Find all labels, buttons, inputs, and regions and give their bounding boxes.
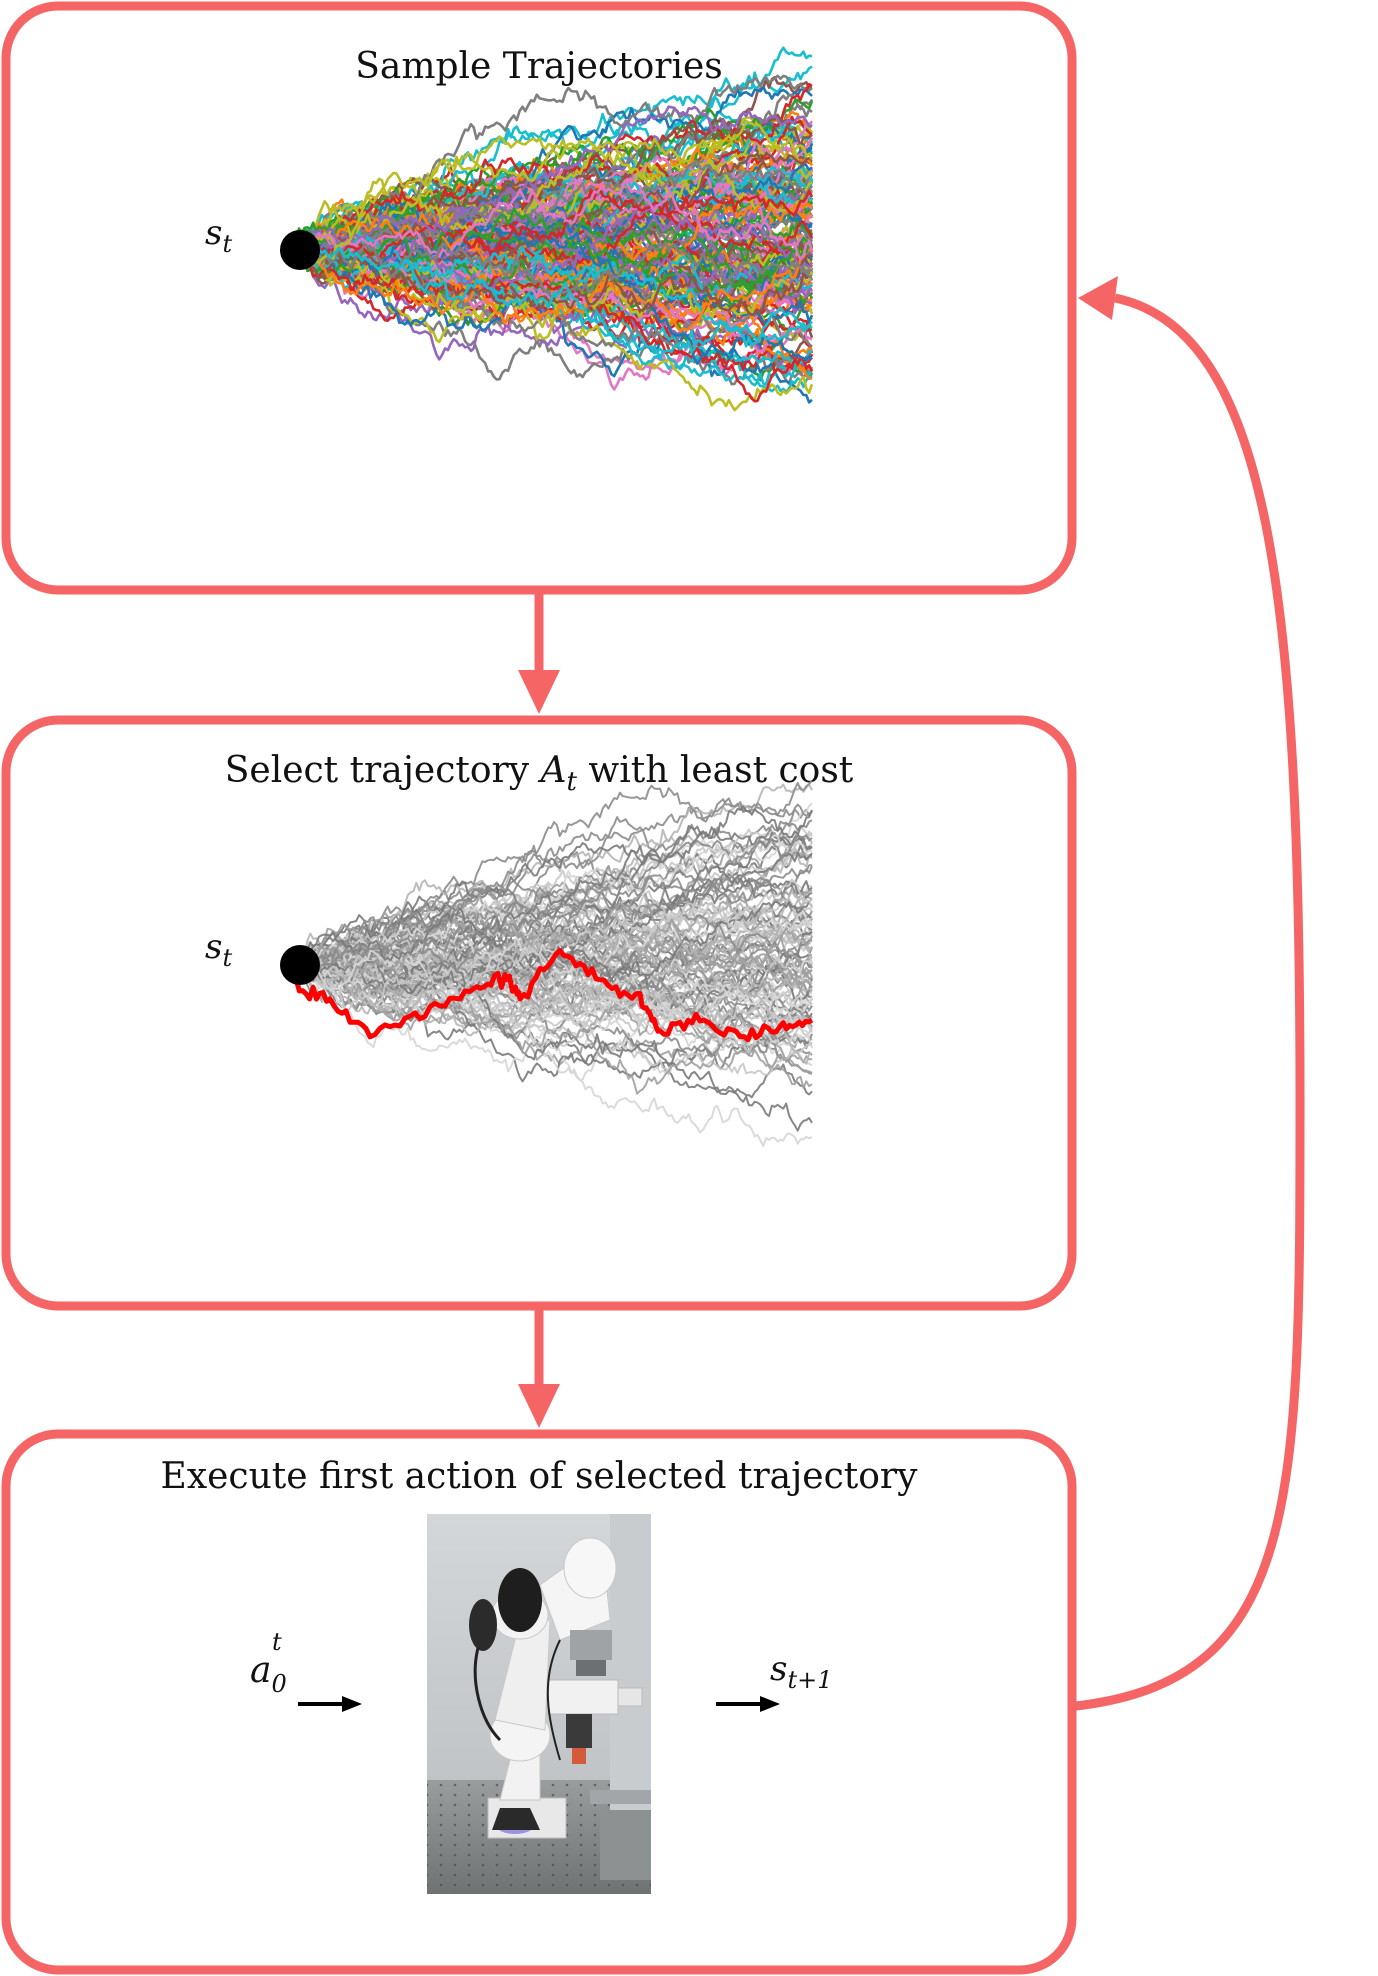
candidate-trajectory [295,834,813,972]
candidate-trajectory [295,866,813,974]
arrowhead-sample-to-select [518,670,560,714]
panel-title-sample: Sample Trajectories [355,46,723,87]
candidate-trajectory [295,881,813,991]
sampled-trajectory [294,119,814,265]
candidate-trajectory [295,957,813,1036]
action-label-sup: t [272,1628,282,1656]
candidate-trajectory [296,958,813,1026]
start-state-node-2 [280,945,320,985]
action-input-arrowhead [342,1696,362,1712]
sampled-trajectory [295,105,812,253]
sampled-trajectory [294,246,813,366]
candidate-trajectory [295,932,813,989]
sampled-trajectories [294,46,814,412]
sampled-trajectory [295,187,814,262]
sampled-trajectory [294,124,814,251]
sampled-trajectory [295,198,813,285]
candidate-trajectory [295,962,813,1132]
panel-box-sample [1,1,1077,595]
sampled-trajectory [294,248,813,333]
candidate-trajectory [295,964,813,1095]
least-cost-trajectory [293,948,814,1043]
candidate-trajectory [295,805,813,966]
feedback-loop-arrowhead [1078,276,1118,320]
panel-title-execute: Execute first action of selected traject… [161,1456,919,1497]
sampled-trajectory [294,232,814,329]
robot-arm-photo [427,1514,651,1894]
selected-trajectory [293,948,814,1043]
panel-title-select: Select trajectory At with least cost [225,750,854,797]
sampled-trajectory [295,179,814,261]
next-state-label: st+1 [770,1649,832,1694]
sampled-trajectory [294,231,813,341]
panel-box-execute [1,1429,1077,1975]
state-label-st-2: st [205,927,232,972]
action-label-a0t: a0 [250,1650,287,1698]
panel-box-select [1,715,1077,1311]
candidate-trajectory [295,918,813,988]
sampled-trajectory [294,160,814,267]
feedback-loop-arrow [1075,293,1305,1711]
candidate-trajectory [295,893,813,976]
sampled-trajectory [294,227,813,300]
candidate-trajectory [295,964,813,1148]
candidate-trajectory [295,962,813,1065]
state-label-st: st [205,213,232,258]
start-state-node [280,230,320,270]
sampled-trajectory [294,246,814,305]
candidate-trajectories [295,779,813,1148]
sampled-trajectory [294,207,814,288]
next-state-arrowhead [760,1696,780,1712]
arrowhead-select-to-execute [518,1384,560,1428]
